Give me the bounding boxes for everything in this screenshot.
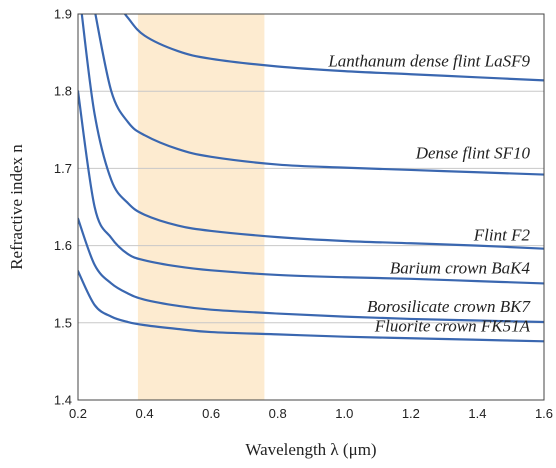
series-label: Flint F2 (473, 226, 531, 245)
x-axis-ticks: 0.2 0.4 0.6 0.8 1.0 1.2 1.4 1.6 (69, 406, 553, 421)
x-tick-label: 1.2 (402, 406, 420, 421)
series-line (78, 217, 544, 324)
y-tick-label: 1.5 (54, 315, 72, 330)
x-tick-label: 1.0 (335, 406, 353, 421)
x-axis-label: Wavelength λ (μm) (245, 440, 376, 459)
y-tick-label: 1.7 (54, 161, 72, 176)
y-axis-ticks: 1.4 1.5 1.6 1.7 1.8 1.9 (54, 7, 72, 408)
series-line (78, 90, 544, 285)
series-label: Fluorite crown FK51A (374, 316, 531, 335)
x-tick-label: 0.2 (69, 406, 87, 421)
y-tick-label: 1.8 (54, 84, 72, 99)
x-tick-label: 0.4 (136, 406, 154, 421)
plot-frame (77, 13, 545, 401)
x-tick-label: 1.6 (535, 406, 553, 421)
x-tick-label: 1.4 (468, 406, 486, 421)
y-tick-label: 1.4 (54, 393, 72, 408)
y-axis-label: Refractive index n (7, 144, 26, 270)
visible-spectrum-band (137, 14, 265, 400)
x-tick-label: 0.8 (269, 406, 287, 421)
series-line (80, 14, 544, 250)
series-labels: Lanthanum dense flint LaSF9 Dense flint S… (327, 51, 531, 335)
dispersion-curves (78, 14, 544, 343)
series-line (94, 14, 544, 176)
series-label: Lanthanum dense flint LaSF9 (327, 51, 530, 70)
y-tick-label: 1.6 (54, 238, 72, 253)
series-line (123, 14, 544, 82)
x-tick-label: 0.6 (202, 406, 220, 421)
y-tick-label: 1.9 (54, 7, 72, 22)
series-label: Dense flint SF10 (415, 144, 531, 163)
series-label: Barium crown BaK4 (390, 258, 531, 277)
series-label: Borosilicate crown BK7 (367, 297, 532, 316)
series-line (78, 269, 544, 343)
